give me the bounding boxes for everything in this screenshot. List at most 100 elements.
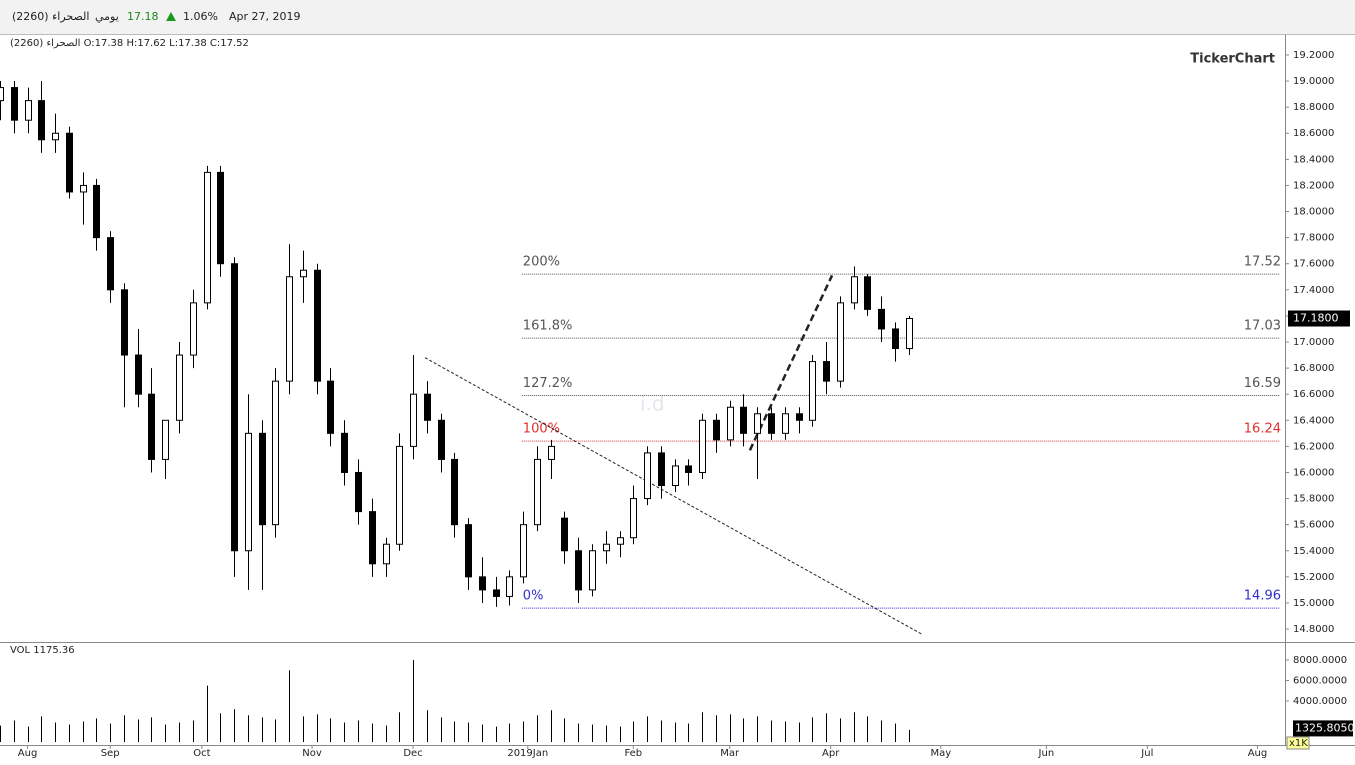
volume-bar xyxy=(413,659,414,742)
y-tick-label: 8000.0000 xyxy=(1293,655,1347,666)
volume-bar xyxy=(730,714,731,742)
volume-bar xyxy=(234,709,235,742)
volume-bar xyxy=(303,716,304,742)
volume-bar xyxy=(881,720,882,742)
candle-body xyxy=(245,432,252,552)
y-tick-label: 19.2000 xyxy=(1293,50,1334,61)
candle-body xyxy=(327,380,334,434)
volume-bar xyxy=(165,724,166,742)
x-tick-label: May xyxy=(930,748,951,759)
volume-bar xyxy=(358,720,359,742)
candle-body xyxy=(286,276,293,382)
candle-body xyxy=(135,354,142,395)
volume-bar xyxy=(193,720,194,742)
volume-bar xyxy=(427,710,428,742)
candle-body xyxy=(493,589,500,597)
volume-bar xyxy=(840,718,841,742)
volume-bar xyxy=(551,710,552,742)
candle-body xyxy=(672,465,679,487)
volume-bar xyxy=(578,723,579,742)
x-tick-label: Sep xyxy=(101,748,120,759)
volume-bar xyxy=(14,720,15,742)
candle-body xyxy=(754,413,761,434)
last-volume-box xyxy=(1293,720,1353,737)
y-tick-label: 17.6000 xyxy=(1293,259,1334,270)
candle-body xyxy=(52,132,59,141)
candle-body xyxy=(162,419,169,460)
y-tick-label: 15.4000 xyxy=(1293,546,1334,557)
volume-bar xyxy=(399,712,400,742)
candle-body xyxy=(121,289,128,356)
y-tick-label: 16.2000 xyxy=(1293,441,1334,452)
candle-body xyxy=(520,524,527,578)
candle-body xyxy=(259,432,266,526)
volume-bar xyxy=(675,722,676,742)
candle-body xyxy=(410,393,417,447)
candle-body xyxy=(589,550,596,591)
volume-bar xyxy=(28,726,29,742)
candle-body xyxy=(300,269,307,278)
header-bar xyxy=(0,0,1355,34)
volume-bar xyxy=(454,721,455,742)
candle-body xyxy=(548,445,555,460)
candle-body xyxy=(38,100,45,141)
candle-body xyxy=(658,452,665,487)
candle-body xyxy=(355,471,362,513)
volume-bar xyxy=(895,723,896,742)
volume-bar xyxy=(69,724,70,742)
fib-value: 16.59 xyxy=(1244,376,1281,391)
volume-bar xyxy=(509,723,510,742)
candle-body xyxy=(644,452,651,500)
volume-bar xyxy=(716,715,717,742)
volume-bar xyxy=(0,725,1,742)
candle-body xyxy=(782,413,789,434)
x-tick-label: Jul xyxy=(1140,748,1153,759)
volume-bar xyxy=(482,724,483,742)
volume-bar xyxy=(867,716,868,742)
volume-bar xyxy=(606,725,607,742)
y-tick-label: 6000.0000 xyxy=(1293,675,1347,686)
candle-body xyxy=(534,458,541,526)
volume-bar xyxy=(785,721,786,742)
fib-value: 16.24 xyxy=(1244,422,1281,437)
candle-body xyxy=(11,87,18,121)
volume-bar xyxy=(207,685,208,742)
candle-body xyxy=(383,543,390,565)
candle-body xyxy=(864,276,871,310)
candle-body xyxy=(506,576,513,597)
volume-bar xyxy=(248,715,249,742)
candle-body xyxy=(685,465,692,473)
y-tick-label: 18.6000 xyxy=(1293,128,1334,139)
volume-bar xyxy=(496,726,497,742)
header-date: Apr 27, 2019 xyxy=(229,10,301,23)
x-tick-label: Aug xyxy=(18,748,38,759)
candle-body xyxy=(630,498,637,539)
y-tick-label: 17.8000 xyxy=(1293,233,1334,244)
volume-bar xyxy=(743,718,744,742)
candle-body xyxy=(148,393,155,460)
candle-body xyxy=(93,184,100,239)
fib-name: 200% xyxy=(523,255,560,270)
y-tick-label: 18.2000 xyxy=(1293,180,1334,191)
candle-body xyxy=(438,419,445,460)
y-tick-label: 15.2000 xyxy=(1293,572,1334,583)
y-tick-label: 15.6000 xyxy=(1293,520,1334,531)
x-tick-label: Oct xyxy=(193,748,210,759)
header-change: 1.06% xyxy=(183,10,218,23)
volume-bar xyxy=(523,721,524,742)
candle-body xyxy=(892,328,899,350)
volume-bar xyxy=(330,718,331,742)
volume-bar xyxy=(344,722,345,742)
volume-bar xyxy=(633,721,634,742)
x-tick-label: Nov xyxy=(302,748,322,759)
watermark: TickerChart xyxy=(1190,52,1275,67)
volume-bar xyxy=(812,717,813,742)
candle-body xyxy=(561,517,568,552)
volume-bar xyxy=(124,715,125,742)
y-tick-label: 18.0000 xyxy=(1293,207,1334,218)
volume-bar xyxy=(826,713,827,742)
volume-bar xyxy=(372,723,373,742)
volume-bar xyxy=(96,718,97,742)
fib-value: 17.52 xyxy=(1244,255,1281,270)
candle-body xyxy=(823,361,830,382)
